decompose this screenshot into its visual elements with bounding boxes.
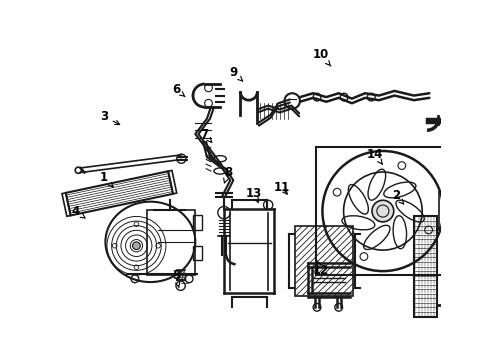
Bar: [414, 216, 437, 316]
Text: 7: 7: [200, 127, 212, 143]
Text: 6: 6: [172, 83, 185, 96]
Bar: [193, 246, 202, 260]
Bar: [193, 215, 202, 230]
Bar: [316, 147, 449, 275]
Text: 8: 8: [224, 166, 232, 183]
Bar: [66, 171, 173, 215]
Circle shape: [372, 200, 394, 222]
Text: 5: 5: [172, 269, 180, 288]
Text: 4: 4: [71, 204, 85, 218]
Bar: [440, 192, 463, 230]
Bar: [295, 226, 353, 296]
Bar: [443, 197, 459, 225]
Text: 13: 13: [245, 187, 262, 203]
Text: 14: 14: [367, 148, 383, 164]
Bar: [62, 193, 71, 216]
Circle shape: [133, 242, 140, 249]
Text: 10: 10: [313, 48, 331, 66]
Text: 12: 12: [313, 261, 329, 277]
Bar: [147, 210, 195, 275]
Text: 9: 9: [229, 66, 243, 81]
Bar: [168, 170, 177, 194]
Text: 3: 3: [100, 110, 120, 125]
Text: 2: 2: [392, 189, 404, 204]
Text: 1: 1: [100, 171, 113, 187]
Text: 11: 11: [274, 181, 290, 194]
